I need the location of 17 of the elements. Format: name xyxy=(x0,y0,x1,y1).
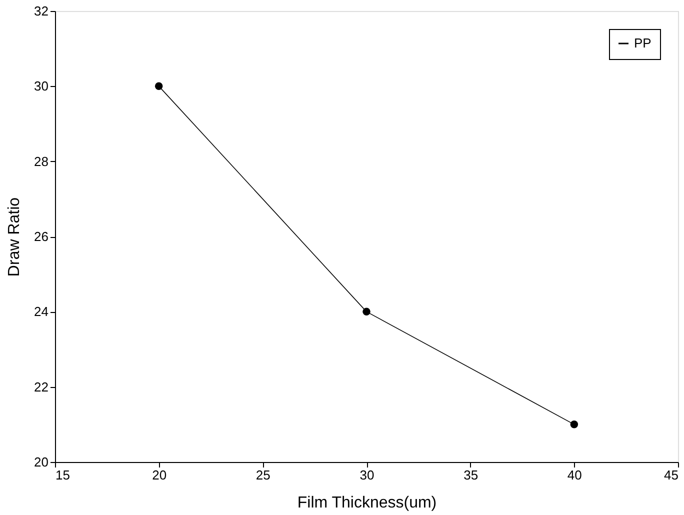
y-tick-label: 32 xyxy=(34,4,48,18)
x-tick-label: 40 xyxy=(567,468,582,482)
y-axis-title: Draw Ratio xyxy=(6,197,24,277)
y-tick-label: 26 xyxy=(34,229,48,244)
y-tick-label: 28 xyxy=(34,154,48,169)
x-tick-label: 45 xyxy=(664,468,678,482)
y-tick-label: 20 xyxy=(34,454,48,470)
x-tick-label: 15 xyxy=(56,468,70,482)
y-tick-label: 24 xyxy=(34,304,48,320)
x-tick-label: 35 xyxy=(464,468,478,482)
x-tick-label: 30 xyxy=(360,468,374,482)
legend-label: PP xyxy=(634,36,652,50)
x-tick-label: 25 xyxy=(256,468,270,482)
y-tick-label: 30 xyxy=(34,78,48,94)
x-tick-label: 20 xyxy=(152,468,167,482)
x-axis-title: Film Thickness(um) xyxy=(297,494,437,512)
y-tick-label: 22 xyxy=(34,379,48,394)
